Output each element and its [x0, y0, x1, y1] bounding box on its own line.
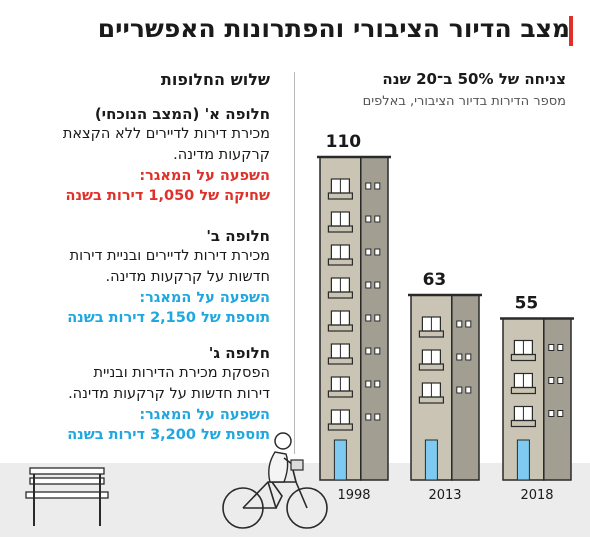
balcony-railing [327, 258, 353, 266]
alternative-b: חלופה ב' מכירת דירות לדיירים ובניית דירו… [10, 226, 270, 328]
alternative-a: חלופה א' (המצב הנוכחי) מכירת דירות לדייר… [10, 104, 270, 206]
rider-leg [271, 481, 283, 509]
small-window [456, 386, 463, 394]
impact-value: שחיקה של 1,050 דירות בשנה [65, 188, 270, 204]
small-window [456, 353, 463, 361]
small-window [465, 386, 472, 394]
balcony-railing [327, 225, 353, 233]
chart-title: צניחה של 50% ב־20 שנה [382, 70, 566, 88]
small-window [374, 380, 381, 388]
small-window [557, 410, 564, 417]
category-label: 1998 [337, 488, 370, 503]
building-door [424, 439, 438, 481]
data-label: 110 [326, 132, 362, 152]
small-window [465, 320, 472, 328]
bench-back-top [29, 467, 105, 475]
small-window [365, 380, 372, 388]
alternatives-heading: שלוש החלופות [160, 70, 270, 89]
balcony-railing [418, 363, 444, 371]
impact-value: תוספת של 3,200 דירות בשנה [67, 427, 270, 443]
cyclist-icon [222, 432, 328, 529]
small-window [548, 377, 555, 384]
building-door [516, 439, 530, 481]
small-window [548, 344, 555, 351]
small-window [365, 248, 372, 256]
balcony-railing [418, 396, 444, 404]
small-window [365, 347, 372, 355]
bike-handlebar [292, 469, 297, 483]
bench-seat [25, 491, 109, 499]
balcony-railing [510, 353, 536, 362]
balcony-railing [327, 192, 353, 200]
small-window [365, 182, 372, 190]
small-window [465, 353, 472, 361]
data-label: 55 [515, 294, 539, 314]
balcony-railing [327, 324, 353, 332]
rider-head [274, 432, 292, 450]
small-window [374, 347, 381, 355]
small-window [374, 248, 381, 256]
balcony-railing [327, 390, 353, 398]
rider-bag [290, 459, 304, 471]
balcony-railing [327, 291, 353, 299]
alternative-desc-line: מכירת דירות לדיירים ובניית דירות [69, 248, 270, 264]
data-label: 63 [423, 270, 447, 290]
page-title: מצב הדיור הציבורי והפתרונות האפשריים [97, 14, 570, 43]
balcony-railing [327, 423, 353, 431]
small-window [365, 413, 372, 421]
alternative-name: חלופה ג' [208, 344, 270, 362]
alternative-name: חלופה א' [204, 105, 270, 123]
small-window [365, 314, 372, 322]
balcony-railing [510, 419, 536, 428]
chart-subtitle: מספר הדירות בדיור הציבורי, באלפים [362, 94, 566, 109]
alternative-desc-line: הפסקת מכירת הדירות ובניית [93, 365, 270, 381]
small-window [456, 320, 463, 328]
alternative-tag: (המצב הנוכחי) [94, 105, 200, 123]
building-door [333, 439, 347, 481]
alternative-desc-line: חדשות על קרקעות מדינה. [105, 269, 271, 285]
impact-label: השפעה על המאגר: [139, 407, 270, 423]
bar-building [408, 293, 482, 481]
bike-wheel-front [286, 487, 328, 529]
alternative-c: חלופה ג' הפסקת מכירת הדירות ובניית דירות… [10, 343, 270, 445]
small-window [374, 215, 381, 223]
title-accent-bar [569, 16, 573, 46]
balcony-railing [418, 330, 444, 338]
impact-value: תוספת של 2,150 דירות בשנה [67, 310, 270, 326]
alternative-name: חלופה ב' [206, 227, 270, 245]
bar-building [317, 155, 391, 481]
category-label: 2018 [520, 488, 553, 503]
bench-back-bottom [29, 477, 105, 485]
impact-label: השפעה על המאגר: [139, 290, 270, 306]
small-window [374, 182, 381, 190]
bench-icon [25, 467, 109, 526]
alternative-desc-line: קרקעות מדינה. [173, 147, 270, 163]
balcony-railing [510, 386, 536, 395]
small-window [374, 413, 381, 421]
impact-label: השפעה על המאגר: [139, 168, 270, 184]
small-window [374, 281, 381, 289]
small-window [557, 344, 564, 351]
balcony-railing [327, 357, 353, 365]
bar-building [500, 317, 574, 481]
rider-body [268, 451, 289, 483]
column-divider [294, 72, 295, 454]
small-window [557, 377, 564, 384]
category-label: 2013 [428, 488, 461, 503]
alternative-desc-line: דירות חדשות על קרקעות מדינה. [68, 386, 270, 402]
alternative-desc-line: מכירת דירות לדיירים ללא הקצאת [62, 126, 270, 142]
building-right-face [543, 317, 572, 481]
small-window [365, 215, 372, 223]
small-window [365, 281, 372, 289]
small-window [374, 314, 381, 322]
small-window [548, 410, 555, 417]
